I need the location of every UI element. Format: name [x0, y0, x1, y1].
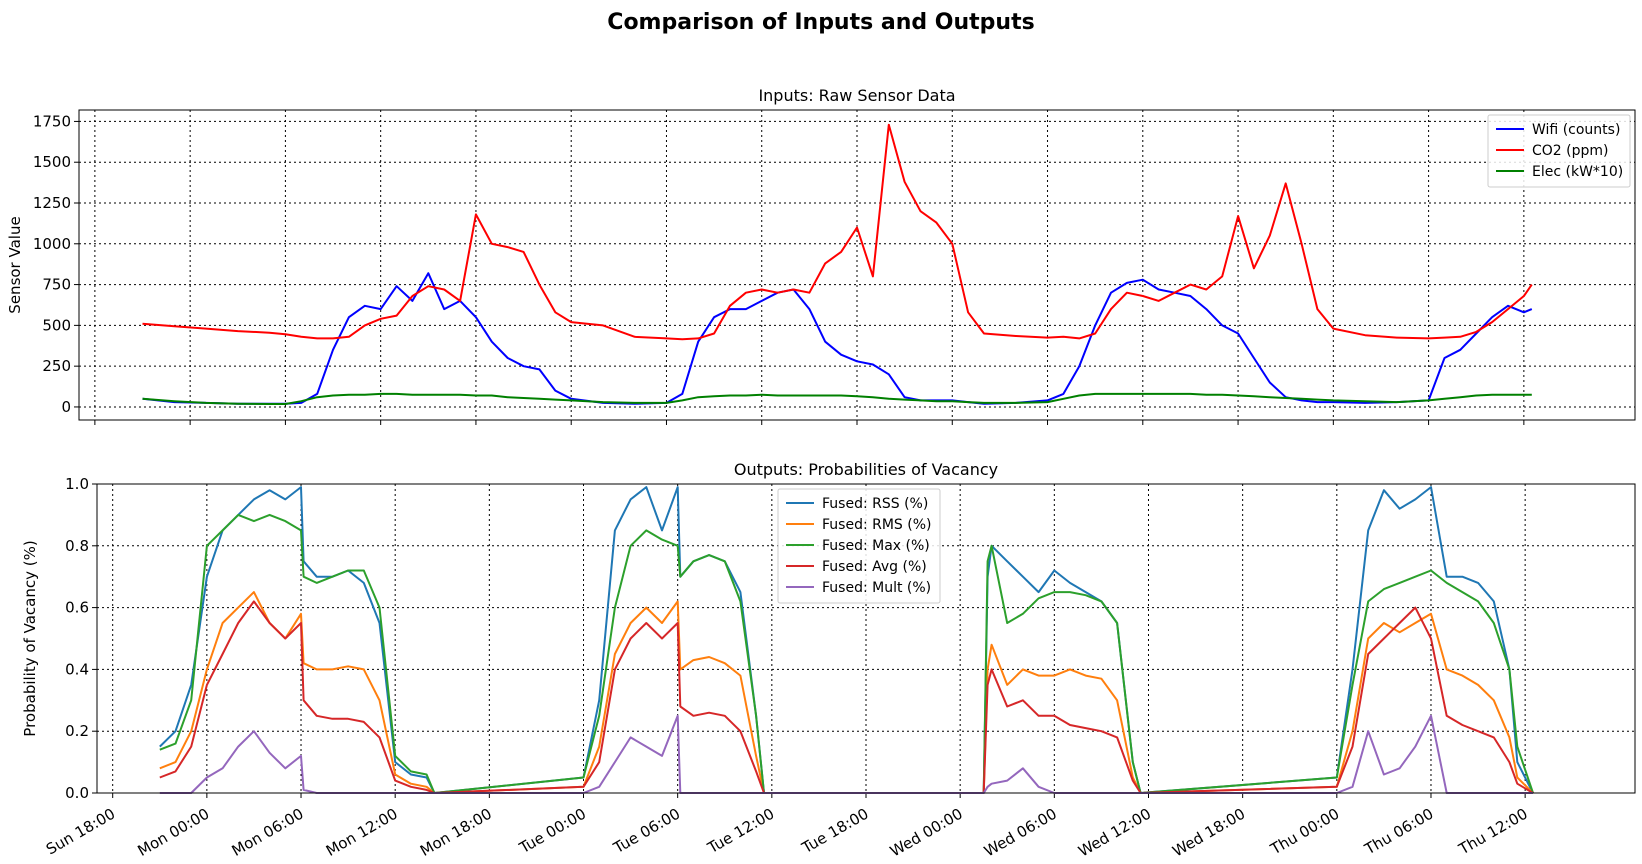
- x-tick-label: Wed 12:00: [1075, 805, 1154, 861]
- inputs-panel: 0 250 500 750 1000 1250 1500 1750 Inputs: Raw Se…: [6, 86, 1636, 425]
- y-axis-label: Sensor Value: [6, 216, 24, 313]
- y-tick-label: 0.6: [65, 599, 89, 617]
- y-tick-label: 0.8: [65, 537, 89, 555]
- y-tick-label: 750: [42, 276, 71, 294]
- y-tick-label: 0: [61, 398, 71, 416]
- x-tick-label: Thu 12:00: [1455, 805, 1531, 859]
- series-line: [142, 123, 1533, 341]
- figure-title: Comparison of Inputs and Outputs: [607, 10, 1034, 35]
- legend-box: [777, 488, 941, 604]
- series-line: [159, 714, 1533, 794]
- series-line: [142, 272, 1533, 405]
- x-tick-label: Wed 06:00: [981, 805, 1060, 861]
- x-tick-label: Mon 18:00: [417, 805, 495, 860]
- y-tick-label: 0.2: [65, 722, 89, 740]
- legend-label: Fused: Max (%): [822, 538, 930, 554]
- series-line: [159, 600, 1534, 794]
- y-axis-label: Probability of Vacancy (%): [21, 540, 39, 736]
- x-tick-label: Tue 12:00: [704, 805, 778, 858]
- x-tick-label: Sun 18:00: [43, 805, 118, 859]
- series-line: [142, 392, 1532, 405]
- x-tick-label: Thu 06:00: [1361, 805, 1437, 859]
- legend-label: Fused: Mult (%): [822, 580, 931, 596]
- legend-label: CO2 (ppm): [1532, 143, 1609, 159]
- y-tick-label: 1500: [33, 153, 71, 171]
- x-tick-label: Wed 00:00: [887, 805, 966, 861]
- legend-label: Fused: RMS (%): [822, 517, 932, 533]
- legend-label: Fused: RSS (%): [822, 496, 928, 512]
- x-tick-label: Mon 12:00: [323, 805, 401, 860]
- axes-frame: [96, 483, 1636, 794]
- legend-label: Wifi (counts): [1532, 122, 1620, 138]
- panel-title: Outputs: Probabilities of Vacancy: [734, 460, 998, 479]
- series-line: [159, 513, 1534, 794]
- legend-box: [1487, 114, 1631, 188]
- series-line: [159, 591, 1534, 794]
- y-tick-label: 250: [42, 357, 71, 375]
- y-tick-label: 1000: [33, 235, 71, 253]
- x-tick-label: Tue 18:00: [798, 805, 872, 858]
- y-tick-label: 0.4: [65, 660, 89, 678]
- y-tick-label: 1750: [33, 112, 71, 130]
- x-tick-label: Wed 18:00: [1169, 805, 1248, 861]
- panel-title: Inputs: Raw Sensor Data: [758, 86, 955, 105]
- y-tick-label: 1250: [33, 194, 71, 212]
- axes-frame: [78, 109, 1636, 421]
- x-tick-label: Mon 00:00: [135, 805, 213, 860]
- legend-label: Elec (kW*10): [1532, 164, 1623, 180]
- x-tick-label: Thu 00:00: [1267, 805, 1343, 859]
- y-tick-label: 500: [42, 316, 71, 334]
- outputs-panel: Sun 18:00 Mon 00:00 Mon 06:00 Mon 12:00 Mon …: [21, 460, 1636, 861]
- x-tick-label: Tue 06:00: [610, 805, 684, 858]
- x-tick-label: Mon 06:00: [229, 805, 307, 860]
- x-tick-label: Tue 00:00: [515, 805, 589, 858]
- y-tick-label: 1.0: [65, 475, 89, 493]
- y-tick-label: 0.0: [65, 784, 89, 802]
- legend-label: Fused: Avg (%): [822, 559, 927, 575]
